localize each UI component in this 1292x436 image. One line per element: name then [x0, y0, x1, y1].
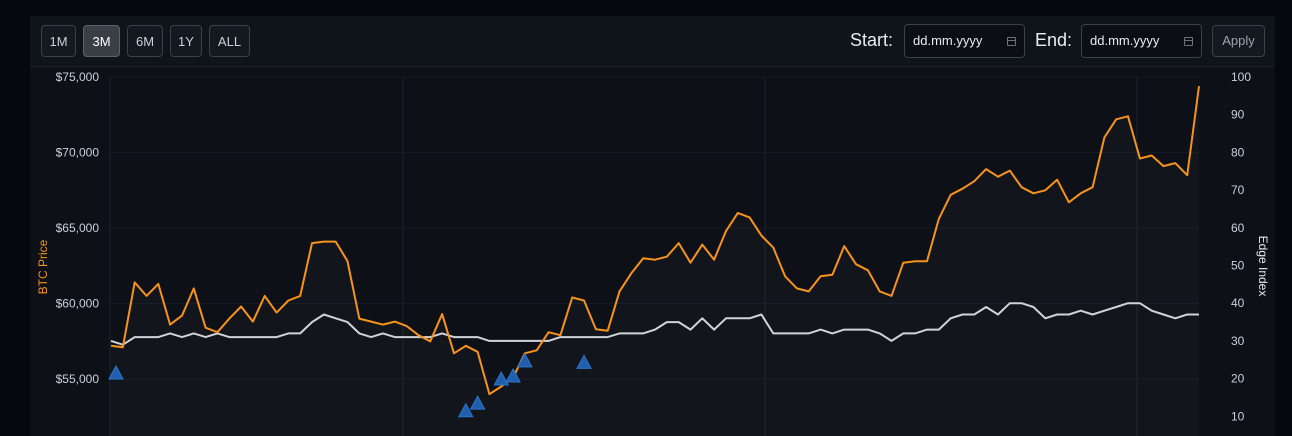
range-all-button[interactable]: ALL: [209, 25, 250, 57]
end-date-input[interactable]: dd.mm.yyyy: [1081, 24, 1202, 58]
y-axis-right-label: Edge Index: [1256, 236, 1270, 297]
end-date-placeholder: dd.mm.yyyy: [1090, 33, 1160, 48]
start-date-label: Start:: [850, 30, 894, 50]
signal-marker-4: [505, 367, 521, 383]
signal-marker-0: [108, 364, 124, 380]
price-area-fill: [111, 86, 1199, 436]
y-right-tick-label: 20: [1231, 372, 1245, 386]
end-date-label: End:: [1035, 30, 1073, 50]
btc-price-line: [110, 85, 1200, 396]
y-right-tick-label: 30: [1231, 334, 1245, 348]
range-6m-button[interactable]: 6M: [127, 25, 163, 57]
y-right-tick-label: 60: [1231, 221, 1245, 235]
start-date-placeholder: dd.mm.yyyy: [913, 33, 983, 48]
signal-marker-2: [469, 395, 486, 410]
y-right-tick-label: 100: [1231, 70, 1251, 84]
apply-button[interactable]: Apply: [1212, 25, 1265, 57]
edge-index-line: [110, 302, 1199, 346]
y-right-tick-label: 10: [1231, 409, 1245, 423]
y-right-tick-label: 50: [1231, 259, 1245, 273]
y-right-tick-label: 90: [1231, 108, 1245, 122]
y-left-tick-label: $75,000: [56, 70, 100, 84]
y-left-tick-label: $55,000: [56, 372, 100, 386]
y-axis-left-label: BTC Price: [36, 239, 50, 294]
start-date-input[interactable]: dd.mm.yyyy: [904, 24, 1025, 58]
left-axis: $75,000 $70,000 $65,000 $60,000 $55,000: [56, 70, 100, 386]
chart-panel: [30, 16, 1275, 436]
signal-marker-6: [576, 354, 592, 369]
range-3m-button[interactable]: 3M: [83, 25, 120, 57]
signal-marker-3: [493, 370, 510, 386]
calendar-icon[interactable]: [1184, 37, 1193, 46]
y-right-tick-label: 40: [1231, 296, 1245, 310]
range-1y-button[interactable]: 1Y: [170, 25, 202, 57]
y-right-tick-label: 80: [1231, 145, 1245, 159]
signal-markers: [108, 352, 592, 418]
range-1m-button[interactable]: 1M: [41, 25, 76, 57]
signal-marker-1: [457, 402, 474, 418]
y-left-tick-label: $70,000: [56, 146, 100, 160]
right-axis: 100 90 80 70 60 50 40 30 20 10: [1231, 70, 1251, 423]
signal-marker-5: [517, 352, 533, 368]
y-right-tick-label: 70: [1231, 183, 1245, 197]
y-left-tick-label: $60,000: [56, 297, 100, 311]
y-left-tick-label: $65,000: [56, 221, 100, 235]
calendar-icon[interactable]: [1007, 37, 1016, 46]
